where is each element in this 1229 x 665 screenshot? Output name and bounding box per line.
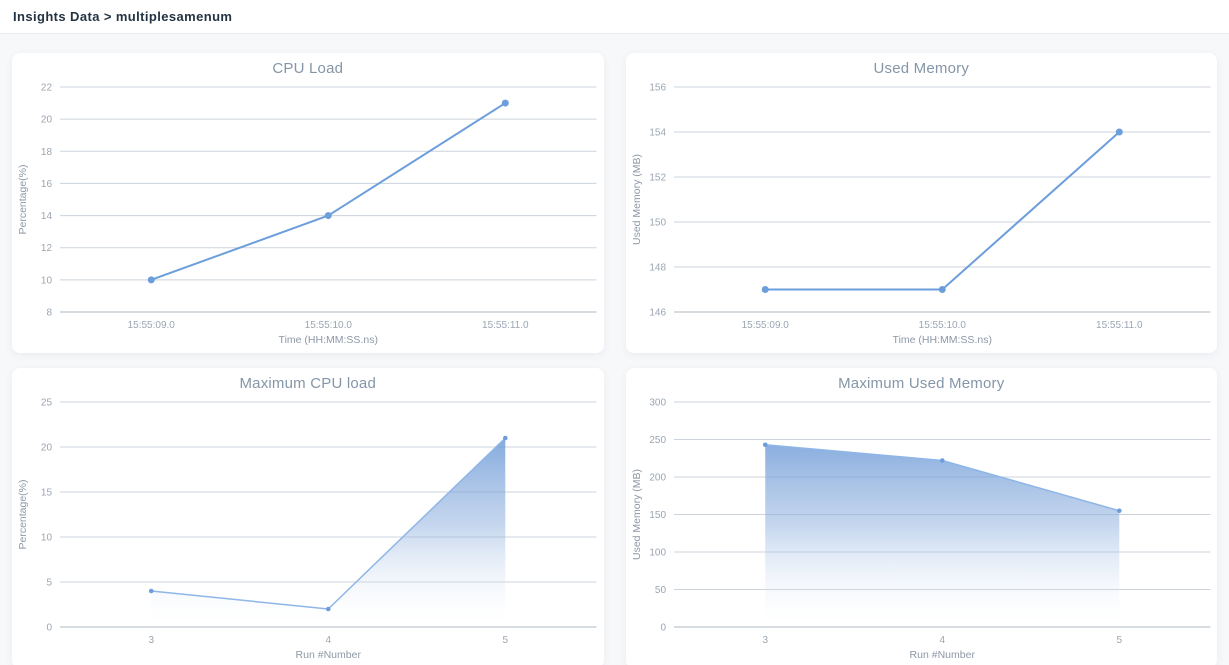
chart-card-max-cpu-load: Maximum CPU load 0 5 10 15 20 25 3 4 5 Run #Numbe… (12, 368, 604, 665)
breadcrumb[interactable]: Insights Data > multiplesamenum (13, 9, 233, 24)
svg-text:10: 10 (41, 275, 53, 286)
svg-text:50: 50 (654, 585, 666, 596)
svg-text:Used Memory (MB): Used Memory (MB) (631, 154, 643, 245)
chart-title-cpu-load: CPU Load (272, 60, 344, 77)
chart-title-max-cpu-load: Maximum CPU load (239, 375, 377, 392)
chart-title-max-used-memory: Maximum Used Memory (838, 375, 1005, 392)
svg-text:5: 5 (46, 578, 52, 589)
svg-text:3: 3 (762, 635, 768, 646)
svg-text:300: 300 (649, 398, 666, 409)
cpu-load-chart[interactable]: 8 10 12 14 16 18 20 22 15:55:09.0 15:55:10.0 15:55… (12, 53, 604, 353)
svg-text:15:55:11.0: 15:55:11.0 (1096, 320, 1143, 331)
svg-text:Time (HH:MM:SS.ns): Time (HH:MM:SS.ns) (892, 334, 991, 346)
svg-text:Percentage(%): Percentage(%) (17, 164, 29, 234)
charts-grid: CPU Load 8 10 12 14 16 18 20 22 15:55:09.0 15:55:… (12, 53, 1217, 665)
svg-text:3: 3 (148, 635, 154, 646)
svg-text:Percentage(%): Percentage(%) (17, 479, 29, 549)
svg-text:156: 156 (649, 83, 666, 94)
svg-text:5: 5 (503, 635, 509, 646)
svg-text:22: 22 (41, 83, 53, 94)
svg-text:100: 100 (649, 548, 666, 559)
svg-text:0: 0 (660, 623, 666, 634)
svg-text:15:55:09.0: 15:55:09.0 (128, 320, 176, 331)
topbar: Insights Data > multiplesamenum (0, 0, 1229, 34)
svg-text:20: 20 (41, 115, 53, 126)
max-used-memory-chart[interactable]: 0 50 100 150 200 250 300 3 4 5 Run #Number Used Mem… (626, 368, 1218, 665)
svg-text:150: 150 (649, 510, 666, 521)
svg-text:148: 148 (649, 263, 666, 274)
svg-text:Time (HH:MM:SS.ns): Time (HH:MM:SS.ns) (279, 334, 378, 346)
svg-text:20: 20 (41, 443, 53, 454)
svg-text:8: 8 (46, 308, 52, 319)
svg-text:15: 15 (41, 488, 53, 499)
chart-card-cpu-load: CPU Load 8 10 12 14 16 18 20 22 15:55:09.0 15:55:… (12, 53, 604, 353)
svg-text:4: 4 (325, 635, 331, 646)
svg-text:Used Memory (MB): Used Memory (MB) (631, 469, 643, 560)
svg-text:150: 150 (649, 218, 666, 229)
svg-text:154: 154 (649, 128, 666, 139)
chart-card-max-used-memory: Maximum Used Memory 0 50 100 150 200 250 300 3 4… (625, 368, 1218, 665)
svg-text:15:55:09.0: 15:55:09.0 (741, 320, 789, 331)
svg-text:200: 200 (649, 473, 666, 484)
svg-text:15:55:11.0: 15:55:11.0 (482, 320, 529, 331)
svg-text:250: 250 (649, 435, 666, 446)
svg-text:16: 16 (41, 179, 53, 190)
svg-text:14: 14 (41, 211, 53, 222)
svg-text:15:55:10.0: 15:55:10.0 (305, 320, 353, 331)
chart-title-used-memory: Used Memory (873, 60, 970, 77)
svg-text:Run #Number: Run #Number (909, 649, 975, 661)
max-cpu-load-chart[interactable]: 0 5 10 15 20 25 3 4 5 Run #Number Percentage(%) (12, 368, 604, 665)
svg-text:Run #Number: Run #Number (296, 649, 362, 661)
chart-card-used-memory: Used Memory 146 148 150 152 154 156 15:55:09.0… (625, 53, 1218, 353)
svg-text:5: 5 (1116, 635, 1122, 646)
used-memory-chart[interactable]: 146 148 150 152 154 156 15:55:09.0 15:55:10.0 15… (626, 53, 1218, 353)
svg-text:0: 0 (46, 623, 52, 634)
svg-text:10: 10 (41, 533, 53, 544)
svg-text:18: 18 (41, 147, 53, 158)
svg-text:15:55:10.0: 15:55:10.0 (918, 320, 966, 331)
svg-text:25: 25 (41, 398, 53, 409)
svg-text:152: 152 (649, 173, 666, 184)
svg-text:146: 146 (649, 308, 666, 319)
svg-text:12: 12 (41, 243, 53, 254)
svg-text:4: 4 (939, 635, 945, 646)
